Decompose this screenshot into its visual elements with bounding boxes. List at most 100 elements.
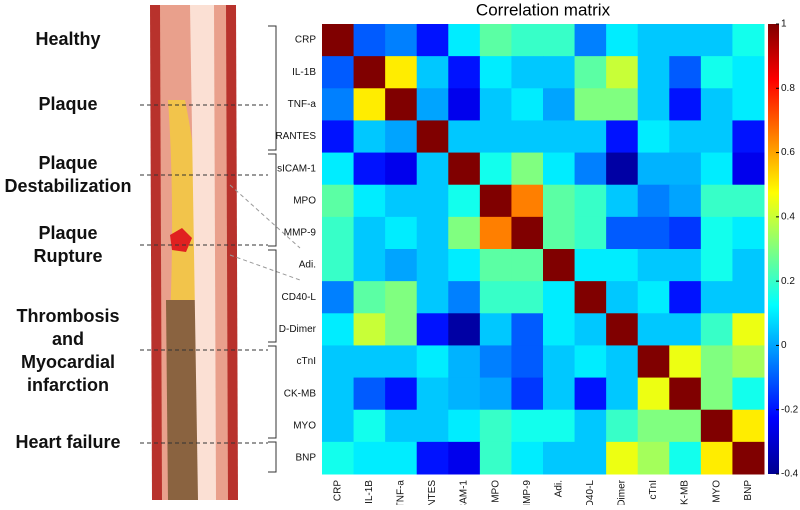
column-label: CD40-L: [585, 480, 596, 505]
cell: [448, 441, 481, 475]
cell: [511, 409, 544, 443]
cell: [700, 441, 733, 475]
cell: [353, 377, 386, 411]
cell: [732, 56, 765, 89]
stage-label: Thrombosis: [16, 306, 119, 326]
cell: [385, 441, 418, 475]
column-label: CK-MB: [680, 480, 691, 505]
cell: [416, 184, 449, 218]
cell: [322, 184, 355, 218]
cell: [479, 441, 512, 475]
cell: [669, 24, 702, 57]
colorbar-tick-label: 1: [781, 19, 787, 30]
colorbar: [768, 24, 779, 474]
cell: [732, 441, 765, 475]
cell: [637, 377, 670, 411]
cell: [700, 249, 733, 282]
cell: [700, 313, 733, 346]
cell: [606, 409, 639, 443]
cell: [543, 184, 576, 218]
cell: [543, 56, 576, 89]
cell: [574, 88, 607, 121]
cell: [732, 345, 765, 379]
cell: [353, 88, 386, 121]
colorbar-tick-label: 0.8: [781, 83, 795, 94]
cell: [448, 377, 481, 411]
cell: [448, 281, 481, 314]
cell: [385, 216, 418, 250]
cell: [637, 88, 670, 121]
cell: [669, 313, 702, 346]
cell: [543, 152, 576, 186]
cell: [606, 56, 639, 89]
cell: [637, 24, 670, 57]
cell: [574, 441, 607, 475]
cell: [669, 377, 702, 411]
cell: [543, 88, 576, 121]
cell: [448, 313, 481, 346]
cell: [606, 184, 639, 218]
cell: [322, 56, 355, 89]
cell: [322, 249, 355, 282]
cell: [448, 24, 481, 57]
cell: [385, 120, 418, 154]
cell: [511, 216, 544, 250]
cell: [669, 152, 702, 186]
cell: [416, 88, 449, 121]
cell: [479, 249, 512, 282]
cell: [511, 249, 544, 282]
cell: [511, 313, 544, 346]
cell: [416, 24, 449, 57]
cell: [353, 313, 386, 346]
row-label: CRP: [295, 35, 316, 46]
cell: [385, 24, 418, 57]
cell: [322, 216, 355, 250]
row-label: CD40-L: [282, 292, 317, 303]
cell: [669, 216, 702, 250]
cell: [669, 249, 702, 282]
cell: [606, 313, 639, 346]
cell: [416, 409, 449, 443]
cell: [543, 345, 576, 379]
cell: [606, 249, 639, 282]
cell: [574, 184, 607, 218]
colorbar-tick-label: -0.4: [781, 469, 799, 480]
cell: [700, 88, 733, 121]
cell: [385, 249, 418, 282]
cell: [574, 120, 607, 154]
colorbar-tick-label: 0.2: [781, 276, 795, 287]
cell: [606, 120, 639, 154]
cell: [448, 409, 481, 443]
cell: [385, 56, 418, 89]
cell: [416, 152, 449, 186]
cell: [448, 152, 481, 186]
cell: [479, 281, 512, 314]
cell: [543, 409, 576, 443]
cell: [732, 120, 765, 154]
column-label: RANTES: [427, 480, 438, 505]
colorbar-tick-label: -0.2: [781, 404, 799, 415]
cell: [637, 120, 670, 154]
cell: [543, 24, 576, 57]
cell: [448, 88, 481, 121]
cell: [574, 281, 607, 314]
cell: [732, 152, 765, 186]
cell: [574, 345, 607, 379]
cell: [479, 377, 512, 411]
cell: [700, 409, 733, 443]
stage-label: infarction: [27, 375, 109, 395]
cell: [543, 216, 576, 250]
row-label: MPO: [293, 195, 316, 206]
cell: [732, 377, 765, 411]
cell: [732, 216, 765, 250]
cell: [637, 313, 670, 346]
cell: [353, 409, 386, 443]
cell: [353, 152, 386, 186]
cell: [669, 409, 702, 443]
row-label: TNF-a: [288, 99, 317, 110]
cell: [479, 216, 512, 250]
cell: [479, 56, 512, 89]
cell: [700, 184, 733, 218]
colorbar-tick-label: 0: [781, 340, 787, 351]
stage-label: and: [52, 329, 84, 349]
